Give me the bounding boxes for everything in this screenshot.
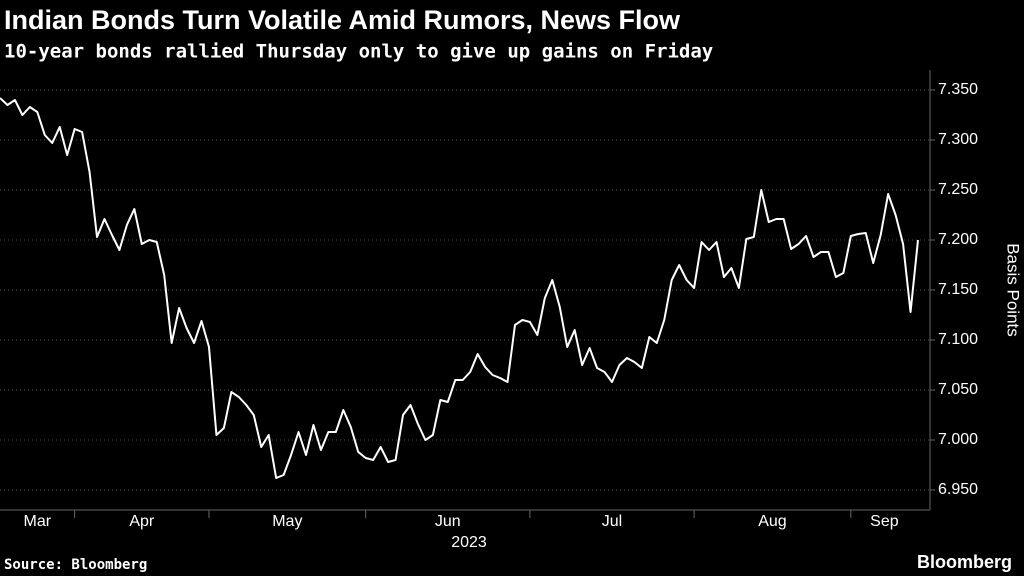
y-tick-label: 7.050 [938, 381, 978, 398]
x-tick-label: Aug [758, 513, 786, 530]
x-tick-label: Jul [602, 513, 622, 530]
line-series [0, 97, 919, 479]
y-axis-label: Basis Points [1004, 243, 1023, 337]
y-tick-label: 7.350 [938, 81, 978, 98]
x-tick-label: Jun [435, 513, 461, 530]
x-tick-label: Sep [870, 513, 899, 530]
x-tick-label: Apr [129, 513, 155, 530]
y-tick-label: 6.950 [938, 481, 978, 498]
chart-title: Indian Bonds Turn Volatile Amid Rumors, … [4, 5, 681, 35]
x-axis-label: 2023 [451, 534, 487, 551]
x-tick-label: Mar [24, 513, 52, 530]
y-tick-label: 7.150 [938, 281, 978, 298]
y-tick-label: 7.000 [938, 431, 978, 448]
x-tick-label: May [272, 513, 302, 530]
y-tick-label: 7.250 [938, 181, 978, 198]
source: Source: Bloomberg [4, 557, 147, 573]
y-tick-label: 7.300 [938, 131, 978, 148]
y-tick-label: 7.200 [938, 231, 978, 248]
chart-subtitle: 10-year bonds rallied Thursday only to g… [4, 41, 713, 63]
y-tick-label: 7.100 [938, 331, 978, 348]
brand-logo: Bloomberg [917, 552, 1012, 572]
